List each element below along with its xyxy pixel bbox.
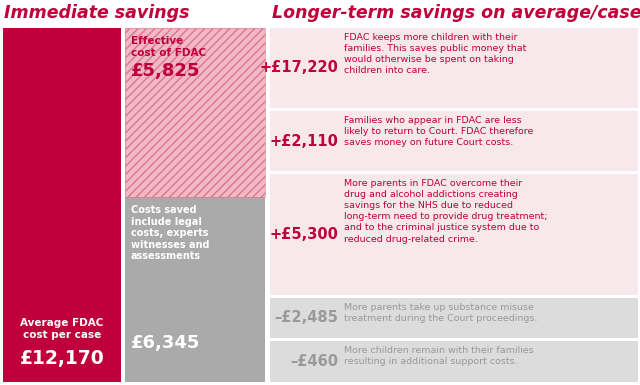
Text: +£2,110: +£2,110 bbox=[269, 134, 338, 149]
Text: More parents take up substance misuse
treatment during the Court proceedings.: More parents take up substance misuse tr… bbox=[344, 303, 538, 323]
Text: +£5,300: +£5,300 bbox=[269, 227, 338, 242]
Text: Immediate savings: Immediate savings bbox=[4, 4, 189, 22]
Bar bbox=[125, 28, 265, 197]
Text: –£460: –£460 bbox=[290, 354, 338, 369]
Text: £6,345: £6,345 bbox=[131, 334, 200, 352]
Bar bbox=[270, 111, 638, 171]
Bar bbox=[3, 28, 121, 382]
Text: FDAC keeps more children with their
families. This saves public money that
would: FDAC keeps more children with their fami… bbox=[344, 33, 526, 75]
Text: More parents in FDAC overcome their
drug and alcohol addictions creating
savings: More parents in FDAC overcome their drug… bbox=[344, 179, 547, 243]
Text: Costs saved
include legal
costs, experts
witnesses and
assessments: Costs saved include legal costs, experts… bbox=[131, 205, 209, 261]
Bar bbox=[270, 174, 638, 295]
Text: £5,825: £5,825 bbox=[131, 62, 200, 80]
Text: –£2,485: –£2,485 bbox=[274, 310, 338, 325]
Bar bbox=[125, 28, 265, 197]
Bar bbox=[270, 341, 638, 382]
Bar bbox=[270, 28, 638, 108]
Text: Effective
cost of FDAC: Effective cost of FDAC bbox=[131, 36, 206, 58]
Text: Longer-term savings on average/case: Longer-term savings on average/case bbox=[272, 4, 640, 22]
Text: +£17,220: +£17,220 bbox=[259, 60, 338, 75]
Text: Average FDAC
cost per case: Average FDAC cost per case bbox=[20, 318, 104, 340]
Text: £12,170: £12,170 bbox=[20, 349, 104, 368]
Text: Families who appear in FDAC are less
likely to return to Court. FDAC therefore
s: Families who appear in FDAC are less lik… bbox=[344, 116, 533, 147]
Bar bbox=[125, 197, 265, 382]
Bar bbox=[270, 298, 638, 338]
Text: More children remain with their families
resulting in additional support costs.: More children remain with their families… bbox=[344, 346, 534, 366]
